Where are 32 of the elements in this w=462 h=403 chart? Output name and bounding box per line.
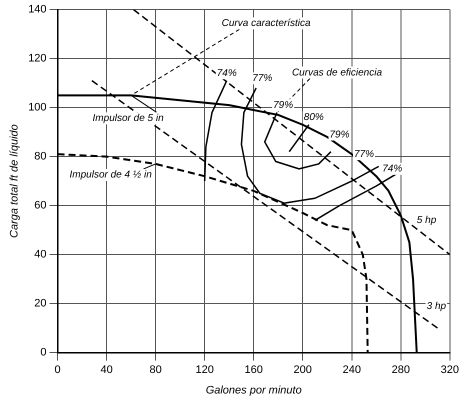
x-tick-label: 0 [54, 364, 61, 376]
annotation: 74% [216, 68, 237, 80]
annotation: 80% [304, 112, 324, 124]
annotation: Impulsor de 4 ½ in [69, 170, 152, 181]
annotation: Curvas de eficiencia [292, 67, 382, 78]
x-tick-label: 240 [342, 364, 361, 376]
x-tick-label: 320 [440, 364, 460, 376]
x-axis-title: Galones por minuto [206, 384, 302, 396]
y-tick-label: 120 [28, 52, 47, 65]
y-tick-label: 0 [40, 346, 47, 359]
x-tick-label: 280 [392, 364, 410, 376]
annotation: 5 hp [416, 215, 437, 226]
annotation: 77% [354, 148, 374, 160]
x-tick-label: 200 [294, 364, 312, 376]
annotation: 79% [329, 129, 350, 140]
y-tick-label: 40 [34, 248, 47, 261]
x-tick-label: 80 [149, 364, 162, 376]
y-axis-title: Carga total ft de líquido [8, 124, 21, 238]
x-tick-label: 160 [244, 364, 263, 376]
y-tick-label: 20 [34, 298, 47, 310]
annotation: 74% [382, 164, 402, 175]
y-tick-label: 140 [28, 4, 47, 16]
x-tick-label: 120 [195, 364, 214, 376]
annotation: 3 hp [426, 300, 447, 312]
annotation: 77% [252, 72, 272, 84]
y-tick-label: 100 [28, 102, 47, 114]
y-tick-label: 80 [34, 150, 47, 163]
annotation: 79% [273, 100, 294, 111]
y-tick-label: 60 [34, 200, 47, 212]
annotation: Impulsor de 5 in [92, 113, 164, 124]
annotation: Curva característica [222, 18, 311, 30]
x-tick-label: 40 [100, 364, 113, 376]
